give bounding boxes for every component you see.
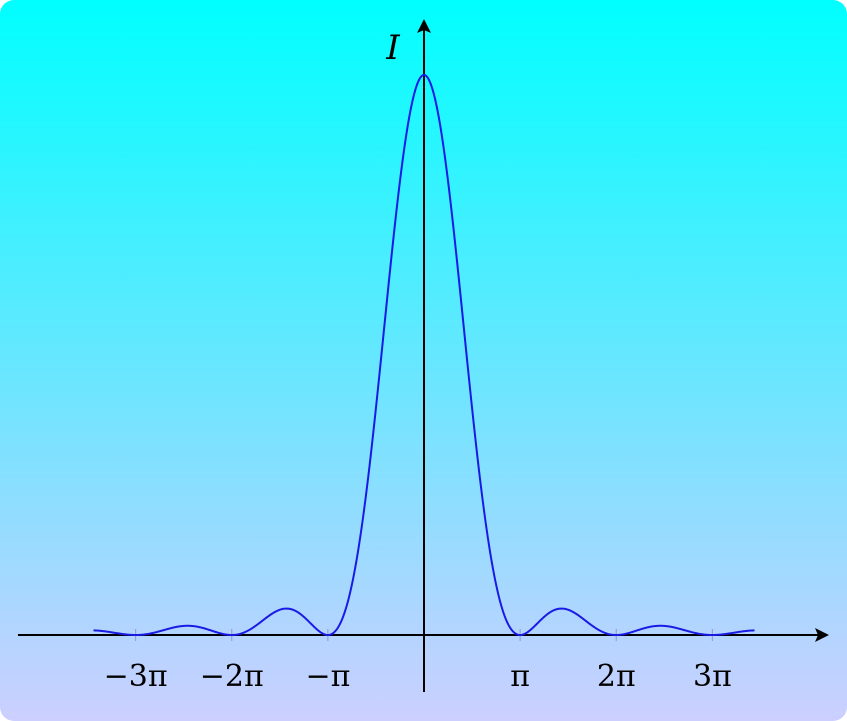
x-tick-label: −2π bbox=[200, 659, 264, 694]
x-tick-label: −3π bbox=[104, 659, 168, 694]
y-axis-label: I bbox=[385, 28, 400, 68]
series-intensity-line bbox=[93, 73, 755, 637]
x-tick-labels: −3π −2π −π π 2π 3π bbox=[104, 659, 732, 694]
x-axis-arrow-icon bbox=[815, 628, 829, 642]
x-tick-label: 2π bbox=[597, 659, 636, 694]
x-tick-label: 3π bbox=[693, 659, 732, 694]
x-tick-label: π bbox=[510, 659, 530, 694]
y-axis-arrow-icon bbox=[417, 19, 431, 33]
x-tick-label: −π bbox=[305, 659, 350, 694]
